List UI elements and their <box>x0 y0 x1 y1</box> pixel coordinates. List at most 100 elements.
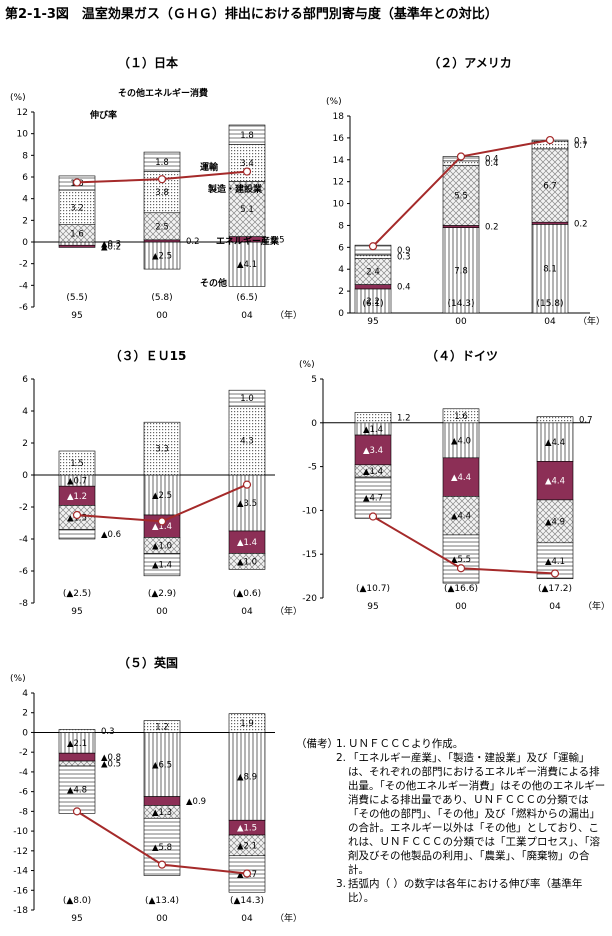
chart-panel: （２）アメリカ (%) 0 2 4 6 8 10 12 14 16 18 2.2 0.4 2.4 0.30.9… <box>326 55 605 327</box>
x-tick-label: 04 <box>241 607 253 617</box>
x-unit-label: （年） <box>578 315 605 327</box>
bar-segment-energy-industry <box>354 434 392 466</box>
note-item: 2. 「エネルギー産業」、「製造・建設業」及び「運輸」は、それぞれの部門におけるエ… <box>336 752 606 876</box>
bar-segment-other <box>354 288 392 314</box>
data-label: 1.8 <box>155 158 169 168</box>
y-tick-label: 16 <box>333 134 345 144</box>
data-label: 1.2 <box>397 414 411 424</box>
data-label: ▲1.3 <box>152 808 172 818</box>
notes: （備考） 1. ＵＮＦＣＣＣより作成。 2. 「エネルギー産業」、「製造・建設業」及… <box>296 737 608 905</box>
data-label: 1.6 <box>454 412 468 422</box>
data-label: ▲4.4 <box>451 512 471 522</box>
growth-marker <box>456 564 466 573</box>
y-tick-label: 10 <box>333 200 345 210</box>
y-tick-label: -18 <box>13 906 28 916</box>
data-label: ▲4.4 <box>545 438 565 448</box>
x-tick-label: 00 <box>156 311 168 321</box>
data-label: ▲1.4 <box>152 522 172 532</box>
data-label: ▲5.5 <box>451 555 471 565</box>
growth-label: (6.1) <box>362 299 383 309</box>
data-label: 6.7 <box>543 181 557 191</box>
y-tick-label: -15 <box>302 550 317 560</box>
data-label: ▲1.0 <box>237 557 257 567</box>
bar-segment-other-energy <box>58 529 96 540</box>
y-tick-label: 14 <box>333 156 345 166</box>
data-label: 3.2 <box>70 203 84 213</box>
x-tick-label: 04 <box>241 914 253 924</box>
chart-title: （２）アメリカ <box>428 55 511 70</box>
bar-segment-other <box>531 224 569 314</box>
x-tick-label: 04 <box>241 311 253 321</box>
data-label: 8.1 <box>543 265 557 275</box>
data-label: 0.3 <box>101 727 115 737</box>
bar-segment-other-energy <box>143 151 181 172</box>
data-label: ▲0.7 <box>67 477 87 487</box>
growth-label: (▲16.6) <box>444 584 478 594</box>
data-label: 1.6 <box>70 229 84 239</box>
data-label: 0.4 <box>397 283 411 293</box>
bar-segment-transport <box>58 729 96 733</box>
growth-marker <box>242 167 252 176</box>
y-tick-label: 5 <box>311 375 317 385</box>
bar-segment-transport <box>143 720 181 733</box>
x-unit-label: （年） <box>583 600 610 612</box>
y-tick-label: 0 <box>22 728 28 738</box>
y-tick-label: 2 <box>22 216 28 226</box>
growth-label: (5.8) <box>151 293 172 303</box>
y-tick-label: 18 <box>333 112 345 122</box>
data-label: ▲4.1 <box>545 557 565 567</box>
growth-label: (▲14.3) <box>230 896 264 906</box>
y-unit-label: (%) <box>10 93 26 103</box>
chart-panel: （５）英国 (%) -18 -16 -14 -12 -10 -8 -6 -4 -2 0 2 4 ▲2.1 ▲0… <box>10 655 302 924</box>
data-label: ▲2.5 <box>152 491 172 501</box>
y-tick-label: -20 <box>302 594 317 604</box>
data-label: ▲0.3 <box>101 240 121 250</box>
bar-segment-energy-industry <box>58 752 96 762</box>
data-label: ▲0.5 <box>101 760 121 770</box>
data-label: ▲4.7 <box>363 494 383 504</box>
growth-label: (▲10.7) <box>356 584 390 594</box>
data-label: ▲4.9 <box>545 517 565 527</box>
y-tick-label: 12 <box>333 178 344 188</box>
y-tick-label: 6 <box>22 173 28 183</box>
data-label: 0.4 <box>485 155 499 165</box>
y-tick-label: -10 <box>13 827 28 837</box>
data-label: ▲4.4 <box>451 473 471 483</box>
y-tick-label: 4 <box>22 195 28 205</box>
x-tick-label: 00 <box>455 317 467 327</box>
data-label: ▲0.2 <box>101 242 121 252</box>
data-label: ▲0.9 <box>186 797 206 807</box>
y-tick-label: 6 <box>22 375 28 385</box>
growth-label: (▲17.2) <box>538 584 572 594</box>
growth-marker <box>242 869 252 878</box>
y-tick-label: -2 <box>19 503 28 513</box>
x-tick-label: 95 <box>367 602 378 612</box>
data-label: ▲4.1 <box>237 260 257 270</box>
chart-title: （３）ＥＵ15 <box>110 348 187 363</box>
growth-marker <box>157 860 167 869</box>
x-tick-label: 00 <box>156 914 168 924</box>
growth-label: (15.8) <box>536 299 563 309</box>
y-tick-label: -16 <box>13 886 28 896</box>
data-label: ▲2.1 <box>67 739 87 749</box>
y-tick-label: -12 <box>13 847 28 857</box>
y-tick-label: 0 <box>311 419 317 429</box>
x-unit-label: （年） <box>275 605 302 617</box>
x-tick-label: 95 <box>71 914 82 924</box>
legend-label: その他エネルギー消費 <box>118 87 208 99</box>
chart-panel: （１）日本(%)-6-4-2024681012▲0.3▲0.21.63.21.3… <box>10 55 302 321</box>
bar-segment-other <box>58 241 96 246</box>
bar-segment-energy-industry <box>442 225 480 228</box>
growth-marker <box>456 152 466 161</box>
x-tick-label: 00 <box>156 607 168 617</box>
data-label: 0.2 <box>574 219 588 229</box>
data-label: ▲1.5 <box>237 824 257 834</box>
bar-segment-energy-industry <box>143 239 181 243</box>
legend-label: 運輸 <box>200 161 219 173</box>
growth-marker <box>72 178 82 187</box>
y-tick-label: 0 <box>338 309 344 319</box>
y-tick-label: 4 <box>338 265 344 275</box>
y-tick-label: -4 <box>19 535 28 545</box>
data-label: ▲1.2 <box>67 492 87 502</box>
